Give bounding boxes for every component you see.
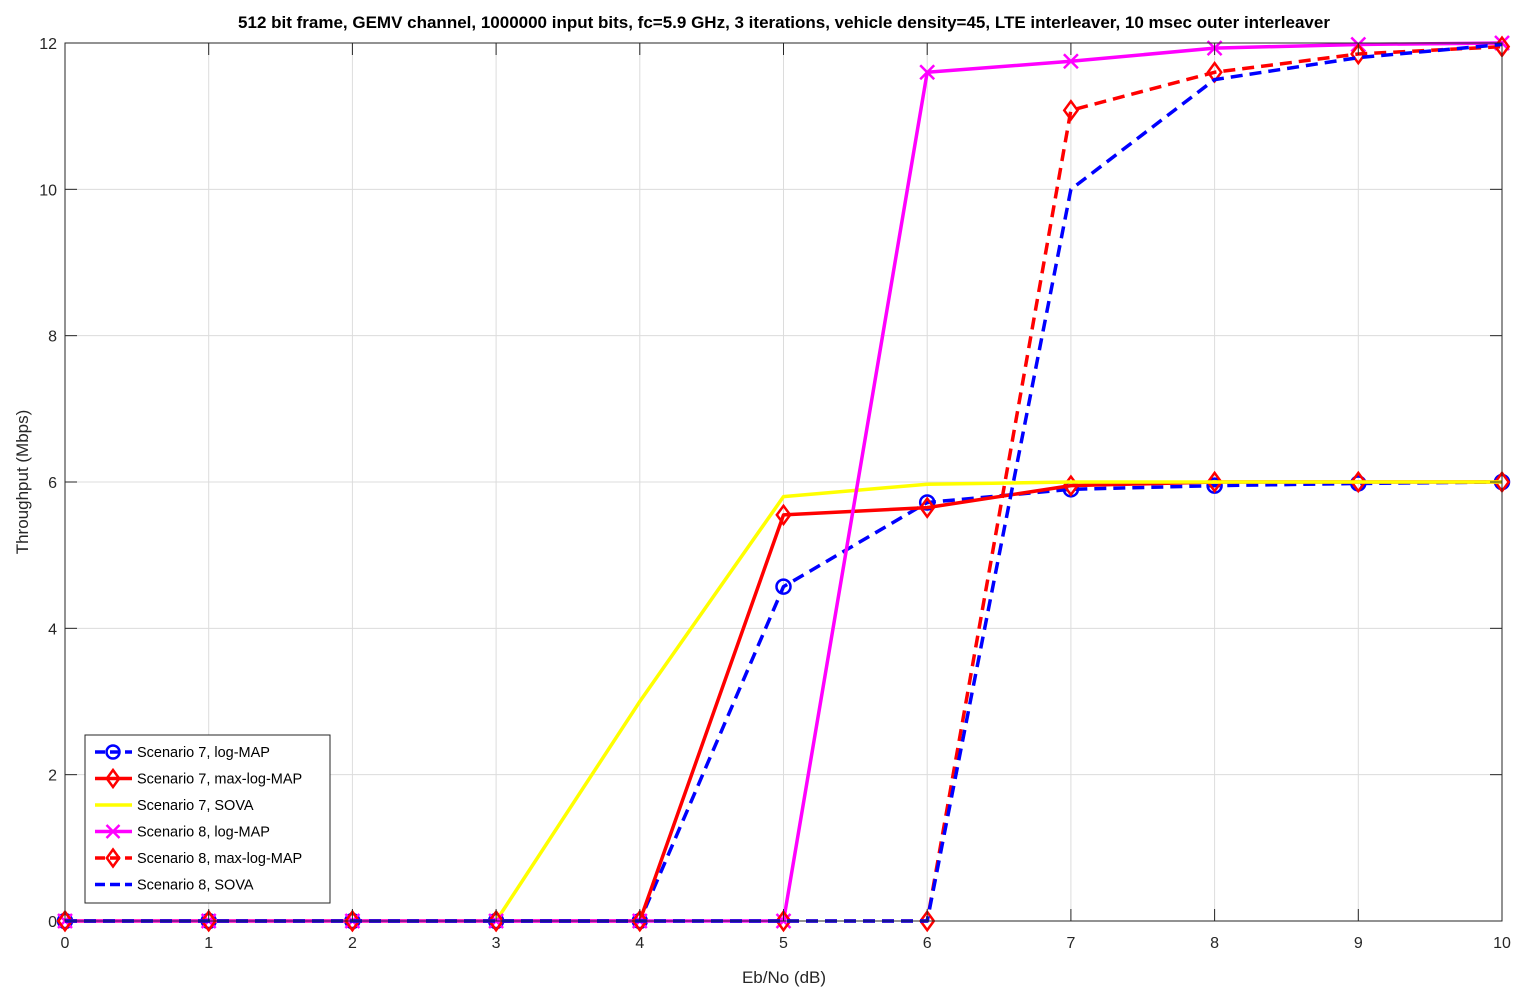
x-tick-label: 4 <box>635 935 644 952</box>
y-tick-label: 0 <box>48 914 57 931</box>
data-point-marker <box>1350 42 1367 66</box>
data-point-marker <box>56 909 74 933</box>
x-tick-label: 3 <box>492 935 501 952</box>
legend-label: Scenario 7, SOVA <box>137 798 254 814</box>
data-point-marker <box>775 503 792 527</box>
data-point-marker <box>918 494 936 511</box>
data-point-marker <box>775 909 792 933</box>
x-tick-label: 6 <box>923 935 932 952</box>
legend-label: Scenario 8, log-MAP <box>137 825 270 841</box>
data-point-marker <box>919 64 936 81</box>
data-point-marker <box>919 496 936 519</box>
y-tick-label: 12 <box>39 36 57 53</box>
legend-entry: Scenario 8, SOVA <box>95 878 254 894</box>
legend-entry: Scenario 7, log-MAP <box>95 744 270 761</box>
x-marker-stroke <box>1063 53 1079 70</box>
legend-label: Scenario 7, log-MAP <box>137 745 270 761</box>
legend-label: Scenario 8, SOVA <box>137 878 254 894</box>
data-point-marker <box>919 909 936 933</box>
legend-entry: Scenario 8, log-MAP <box>95 824 270 841</box>
legend-box <box>84 734 331 904</box>
legend-entry: Scenario 8, max-log-MAP <box>95 847 302 869</box>
y-tick-label: 2 <box>48 768 57 785</box>
data-point-marker <box>1062 99 1080 122</box>
x-tick-label: 7 <box>1066 935 1075 952</box>
data-point-marker <box>631 909 648 933</box>
x-tick-label: 10 <box>1493 935 1511 952</box>
data-point-marker <box>1206 470 1223 494</box>
legend-label: Scenario 7, max-log-MAP <box>137 772 302 788</box>
x-axis-label: Eb/No (dB) <box>742 968 826 987</box>
x-tick-label: 5 <box>779 935 788 952</box>
legend-marker-sample <box>105 744 121 760</box>
data-point-marker <box>487 909 505 933</box>
y-axis-label: Throughput (Mbps) <box>13 410 32 555</box>
chart-title: 512 bit frame, GEMV channel, 1000000 inp… <box>238 13 1330 32</box>
data-point-marker <box>775 578 792 595</box>
x-tick-label: 0 <box>61 935 70 952</box>
data-point-marker <box>1350 470 1367 494</box>
legend: Scenario 7, log-MAP Scenario 7, max-log-M… <box>84 734 331 904</box>
y-tick-label: 10 <box>39 182 57 199</box>
y-tick-label: 6 <box>48 475 57 492</box>
legend-entry: Scenario 7, SOVA <box>95 798 254 814</box>
data-point-marker <box>1063 53 1079 70</box>
y-tick-label: 4 <box>48 621 57 638</box>
legend-label: Scenario 8, max-log-MAP <box>137 851 302 867</box>
y-tick-label: 8 <box>48 329 57 346</box>
legend-marker-sample <box>105 847 121 869</box>
x-marker-stroke <box>105 824 121 839</box>
legend-marker-sample <box>105 767 121 790</box>
x-tick-label: 2 <box>348 935 357 952</box>
legend-entry: Scenario 7, max-log-MAP <box>95 767 302 790</box>
legend-marker-sample <box>105 824 121 839</box>
data-point-marker <box>200 909 217 933</box>
x-tick-label: 8 <box>1210 935 1219 952</box>
x-marker-stroke <box>919 64 936 81</box>
x-tick-label: 9 <box>1354 935 1363 952</box>
x-tick-label: 1 <box>204 935 213 952</box>
data-point-marker <box>344 909 361 933</box>
